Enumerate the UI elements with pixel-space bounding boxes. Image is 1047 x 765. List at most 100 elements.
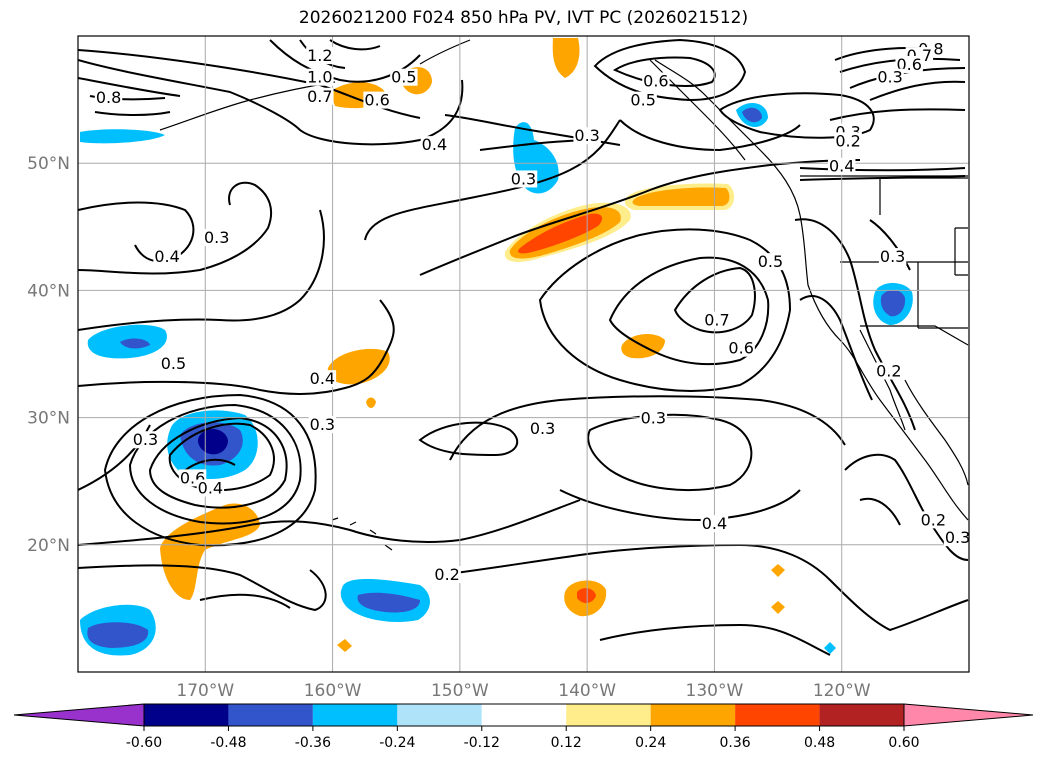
pv-positive-area — [577, 588, 596, 604]
lon-tick-label: 130°W — [686, 681, 744, 701]
contour-label: 0.4 — [829, 157, 854, 176]
lat-tick-label: 50°N — [27, 154, 70, 174]
contour-label-bg — [196, 479, 225, 497]
contour-label-bg — [827, 157, 856, 175]
contour-label: 0.4 — [198, 479, 223, 498]
contour-line — [839, 57, 961, 73]
pv-negative-area — [87, 622, 149, 648]
contour-label: 0.3 — [574, 126, 599, 145]
pv-negative-area — [357, 592, 420, 613]
contour-label: 0.5 — [630, 91, 655, 110]
contour-label-bg — [308, 370, 337, 388]
contour-label: 1.0 — [307, 68, 332, 87]
contour-label-bg — [573, 127, 601, 145]
lon-tick-label: 140°W — [558, 681, 616, 701]
contour-line — [859, 497, 901, 526]
contour-line — [418, 421, 519, 457]
contour-label-bg — [433, 566, 461, 584]
pv-negative-area — [742, 107, 762, 123]
contour-line — [78, 499, 581, 546]
contour-label-bg — [756, 253, 785, 271]
contour-label-bg — [306, 47, 334, 65]
contour-line — [94, 111, 171, 116]
colorbar-tick-label: 0.48 — [804, 735, 835, 751]
colorbar-segment — [481, 704, 567, 726]
lat-tick-label: 20°N — [27, 536, 70, 556]
contour-label-bg — [390, 68, 418, 86]
contour-line — [78, 209, 325, 331]
contour-label-bg — [943, 529, 972, 547]
map-content — [78, 36, 969, 672]
colorbar-segment — [566, 704, 651, 726]
border-mexico — [860, 325, 969, 346]
contour-label: 0.3 — [945, 528, 970, 547]
coastline-aleutians — [159, 81, 336, 131]
contour-line — [799, 295, 873, 401]
colorbar-tick-label: 0.60 — [888, 735, 919, 751]
lon-tick-labels: 170°W 160°W 150°W 140°W 130°W 120°W — [176, 681, 870, 701]
gridlines — [78, 36, 969, 672]
contour-label: 0.5 — [758, 252, 783, 271]
lat-tick-label: 30°N — [27, 409, 70, 429]
map-frame — [77, 35, 970, 673]
contour-line — [78, 181, 273, 275]
colorbar-under-extension — [13, 703, 145, 727]
contour-label: 0.4 — [422, 135, 447, 154]
contour-line — [78, 59, 464, 146]
colorbar-segment — [228, 704, 313, 726]
contour-label-bg — [878, 248, 907, 266]
contour-label: 0.2 — [876, 362, 901, 381]
contour-label-bg — [306, 68, 334, 86]
colorbar-segment — [819, 704, 904, 726]
contour-line — [78, 564, 327, 612]
contour-label-bg — [727, 339, 755, 357]
contour-label: 0.7 — [704, 311, 729, 330]
contour-label: 0.6 — [643, 72, 668, 91]
contour-line — [587, 413, 753, 491]
contour-line — [199, 593, 291, 609]
colorbar-tick-label: -0.12 — [464, 735, 500, 751]
contour-label-bg — [363, 91, 391, 109]
contour-label-bg — [203, 228, 231, 246]
colorbar-tick-label: -0.24 — [379, 735, 415, 751]
colorbar-tick-label: -0.48 — [210, 735, 246, 751]
contour-label: 0.3 — [641, 409, 666, 428]
contour-label-bg — [509, 170, 538, 188]
contour-line — [619, 119, 801, 152]
contour-label-bg — [131, 431, 160, 449]
coastlines — [159, 39, 969, 551]
colorbar-segment — [312, 704, 398, 726]
coastline-mexico — [904, 379, 969, 486]
contour-label: 0.5 — [391, 68, 416, 87]
colorbar-tick-label: -0.60 — [126, 735, 162, 751]
contour-label: 0.5 — [161, 354, 186, 373]
colorbar-segment — [144, 704, 229, 726]
contour-label: 0.3 — [877, 68, 902, 87]
contour-line — [608, 256, 770, 366]
colorbar: -0.60 -0.48 -0.36 -0.24 -0.12 0.12 0.24 0.36 0.4… — [13, 703, 1034, 751]
colorbar-tick-label: 0.36 — [720, 735, 751, 751]
pv-positive-area — [366, 397, 376, 408]
contour-label: 0.4 — [154, 247, 179, 266]
contour-label: 0.6 — [364, 91, 389, 110]
lat-tick-label: 40°N — [27, 281, 70, 301]
contour-line — [794, 218, 916, 431]
contour-label: 0.3 — [310, 415, 335, 434]
contour-label-bg — [159, 354, 188, 372]
hawaiian-islands — [331, 517, 393, 551]
contour-label-bg — [834, 132, 862, 150]
contour-label-bg — [876, 68, 904, 86]
pv-negative-area — [880, 290, 906, 317]
contour-labels: 0.81.21.00.7 0.60.50.4 0.30.30.60.50.30.20… — [94, 40, 972, 584]
contour-line — [829, 108, 966, 121]
contour-line — [364, 119, 621, 241]
pv-positive-area — [552, 38, 580, 78]
colorbar-tick-label: -0.36 — [295, 735, 331, 751]
contour-label: 0.2 — [434, 565, 459, 584]
contour-line — [148, 416, 288, 509]
contour-label-bg — [703, 311, 731, 329]
contour-label-bg — [919, 511, 948, 529]
contour-label: 0.2 — [921, 510, 946, 529]
pv-negative-area — [120, 338, 150, 349]
